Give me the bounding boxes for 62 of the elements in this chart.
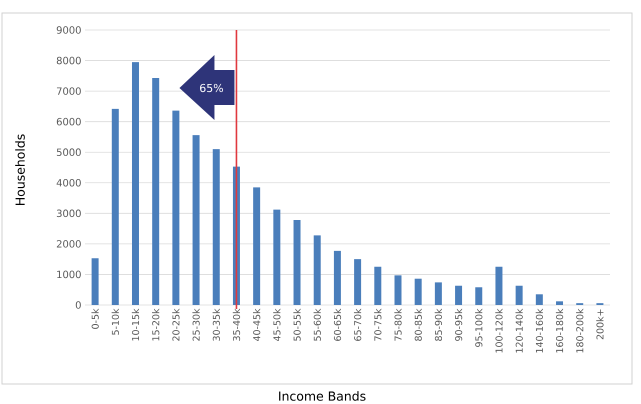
bar	[172, 110, 180, 305]
y-tick-label: 9000	[56, 26, 81, 34]
bar	[334, 250, 341, 305]
x-tick-label: 70-75k	[374, 308, 382, 341]
x-tick-label: 40-45k	[252, 308, 260, 341]
x-tick-label: 5-10k	[112, 308, 119, 335]
bar	[354, 259, 362, 305]
bar	[475, 287, 482, 305]
y-axis-title: Households	[15, 134, 25, 205]
y-tick-label: 8000	[56, 56, 81, 64]
x-tick-label: 90-95k	[454, 308, 462, 341]
bar	[212, 149, 220, 305]
bar	[273, 210, 280, 305]
y-tick-label: 1000	[57, 270, 81, 278]
x-tick-label: 160-180k	[556, 308, 564, 352]
x-tick-label: 85-90k	[434, 308, 442, 341]
bar	[152, 78, 160, 305]
x-tick-label: 75-80k	[394, 308, 402, 341]
y-tick-label: 3000	[56, 209, 81, 218]
x-tick-label: 45-50k	[273, 308, 281, 341]
y-tick-label: 7000	[56, 87, 81, 95]
bar	[495, 266, 502, 305]
x-tick-label: 140-160k	[536, 308, 543, 352]
bar	[294, 220, 301, 305]
x-axis-title: Income Bands	[279, 391, 366, 401]
x-tick-label: 80-85k	[414, 308, 422, 341]
x-tick-label: 95-100k	[475, 308, 482, 347]
x-tick-label: 55-60k	[314, 308, 321, 341]
bar	[434, 282, 442, 305]
y-tick-label: 5000	[56, 148, 81, 156]
bar	[253, 187, 260, 305]
x-tick-label: 30-35k	[212, 308, 220, 341]
x-tick-label: 50-55k	[293, 308, 301, 341]
x-tick-label: 120-140k	[515, 308, 523, 352]
bar	[455, 286, 462, 305]
bar	[394, 275, 402, 305]
y-tick-label: 0	[76, 301, 81, 309]
bar	[92, 258, 99, 305]
x-tick-label: 0-5k	[91, 308, 99, 329]
bar	[374, 266, 382, 305]
bar	[516, 286, 523, 305]
x-tick-label: 15-20k	[152, 308, 160, 340]
bar	[132, 62, 139, 305]
bar	[192, 135, 200, 305]
x-tick-label: 100-120k	[495, 308, 503, 352]
bar	[414, 278, 422, 305]
x-tick-label: 180-200k	[576, 308, 584, 352]
bar	[314, 235, 321, 305]
bar	[556, 301, 564, 305]
x-tick-label: 65-70k	[354, 308, 362, 341]
x-tick-label: 25-30k	[192, 308, 200, 341]
x-tick-label: 200k+	[596, 309, 604, 340]
x-tick-label: 10-15k	[132, 308, 140, 340]
y-tick-label: 2000	[56, 240, 81, 248]
y-tick-label: 6000	[56, 118, 81, 126]
x-tick-label: 60-65k	[334, 308, 342, 341]
bar	[112, 108, 119, 305]
y-tick-label: 4000	[56, 178, 81, 186]
x-tick-label: 35-40k	[232, 308, 240, 341]
x-tick-label: 20-25k	[172, 308, 180, 341]
ref-line-label: 65%	[200, 84, 224, 92]
bar	[536, 294, 543, 305]
